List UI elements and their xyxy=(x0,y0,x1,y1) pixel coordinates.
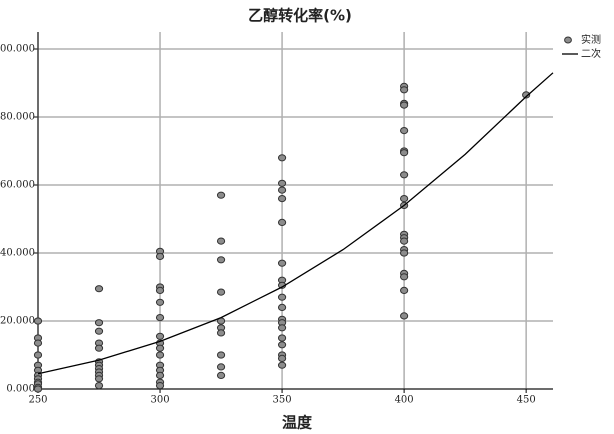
data-point xyxy=(277,218,287,226)
chart-title: 乙醇转化率(%) xyxy=(248,7,352,25)
x-tick-label: 300 xyxy=(150,395,169,406)
data-point xyxy=(33,351,43,359)
data-point xyxy=(33,339,43,347)
data-point xyxy=(400,195,409,203)
legend-label: 实测 xyxy=(581,33,601,46)
y-tick-label: 40.000 xyxy=(0,248,35,259)
data-point xyxy=(400,286,409,294)
data-point xyxy=(155,351,165,359)
data-point xyxy=(216,288,226,296)
legend-marker xyxy=(564,36,572,44)
data-point xyxy=(94,285,104,293)
data-point xyxy=(155,314,165,322)
data-point xyxy=(94,375,104,383)
data-point xyxy=(400,237,409,245)
data-point xyxy=(155,252,165,260)
data-point xyxy=(277,354,287,362)
x-tick-label: 250 xyxy=(28,395,47,406)
data-point xyxy=(94,327,104,335)
data-point xyxy=(400,249,409,257)
data-point xyxy=(216,191,226,199)
y-tick-label: 20.000 xyxy=(0,316,35,327)
data-point xyxy=(155,298,165,306)
data-point xyxy=(33,385,43,393)
data-point xyxy=(400,149,409,157)
data-point xyxy=(155,332,165,340)
data-point xyxy=(277,259,287,267)
data-point xyxy=(94,319,104,327)
data-point xyxy=(277,361,287,369)
data-point xyxy=(400,171,409,179)
data-point xyxy=(94,382,104,390)
data-point xyxy=(400,273,409,281)
fit-line xyxy=(37,72,554,375)
y-tick-label: 60.000 xyxy=(0,180,35,191)
data-point xyxy=(216,363,226,371)
x-tick-label: 400 xyxy=(395,395,414,406)
data-point xyxy=(277,195,287,203)
data-point xyxy=(216,256,226,264)
data-point xyxy=(155,344,165,352)
data-point xyxy=(155,286,165,294)
x-axis-label: 温度 xyxy=(282,414,313,432)
data-point xyxy=(400,86,409,94)
data-point xyxy=(400,312,409,320)
data-point xyxy=(400,101,409,109)
data-point xyxy=(277,341,287,349)
data-point xyxy=(277,334,287,342)
legend-label: 二次 xyxy=(581,47,601,60)
data-point xyxy=(155,382,165,390)
data-point xyxy=(33,317,43,325)
y-tick-label: 0.000 xyxy=(6,384,35,395)
data-point xyxy=(277,324,287,332)
data-point xyxy=(216,237,226,245)
y-tick-label: 100.000 xyxy=(0,44,35,55)
data-point xyxy=(522,91,531,99)
data-point xyxy=(277,154,287,162)
x-tick-label: 450 xyxy=(517,395,536,406)
data-point xyxy=(216,329,226,337)
marks xyxy=(33,72,554,393)
data-point xyxy=(400,127,409,135)
data-point xyxy=(94,344,104,352)
data-point xyxy=(277,186,287,194)
data-point xyxy=(277,293,287,301)
data-point xyxy=(277,179,287,187)
y-tick-label: 80.000 xyxy=(0,112,35,123)
data-point xyxy=(216,371,226,379)
x-tick-label: 350 xyxy=(273,395,292,406)
data-point xyxy=(155,371,165,379)
data-point xyxy=(216,351,226,359)
data-point xyxy=(277,303,287,311)
grid: 0.000 20.000 40.000 60.000 80.000 100.000 250 3… xyxy=(0,32,553,406)
